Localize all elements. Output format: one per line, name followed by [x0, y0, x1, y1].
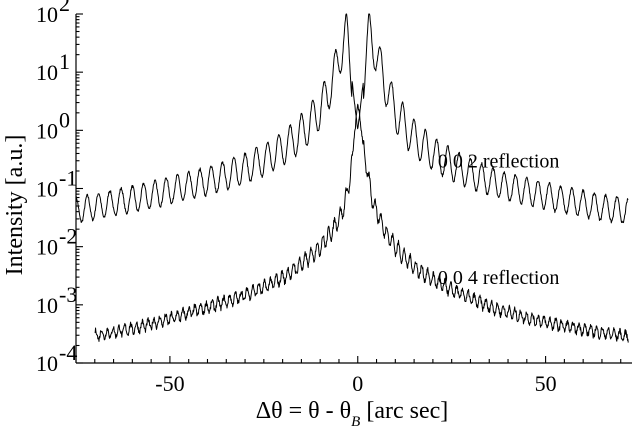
x-axis-label-subscript: B	[351, 414, 360, 430]
x-tick-label: 50	[535, 371, 557, 396]
x-axis-label-main: Δθ = θ - θ	[256, 398, 351, 424]
x-tick-label: -50	[155, 371, 184, 396]
y-tick-exponent: -2	[59, 224, 77, 249]
series-002-reflection-label: 0 0 2 reflection	[438, 151, 560, 173]
series-004-reflection-line	[94, 103, 629, 343]
x-axis-label: Δθ = θ - θB [arc sec]	[256, 398, 449, 430]
y-tick-label: 10	[36, 177, 58, 202]
y-axis-label: Intensity [a.u.]	[2, 135, 28, 276]
y-tick-label: 10	[36, 293, 58, 318]
x-tick-label: 0	[352, 371, 363, 396]
y-tick-exponent: 0	[59, 107, 70, 132]
y-tick-exponent: 2	[59, 0, 70, 16]
y-tick-exponent: -1	[59, 166, 77, 191]
y-tick-label: 10	[36, 351, 58, 376]
y-tick-label: 10	[36, 2, 58, 27]
y-tick-label: 10	[36, 60, 58, 85]
y-tick-exponent: 1	[59, 49, 70, 74]
x-ticks: -50 0 50	[75, 356, 622, 396]
series-004-reflection-label: 0 0 4 reflection	[438, 267, 560, 289]
y-tick-exponent: -4	[59, 340, 77, 365]
plot-area	[75, 13, 629, 343]
y-tick-label: 10	[36, 235, 58, 260]
x-axis-label-unit: [arc sec]	[360, 398, 448, 424]
y-tick-exponent: -3	[59, 282, 77, 307]
series-002-reflection-line	[75, 13, 629, 224]
y-tick-label: 10	[36, 118, 58, 143]
